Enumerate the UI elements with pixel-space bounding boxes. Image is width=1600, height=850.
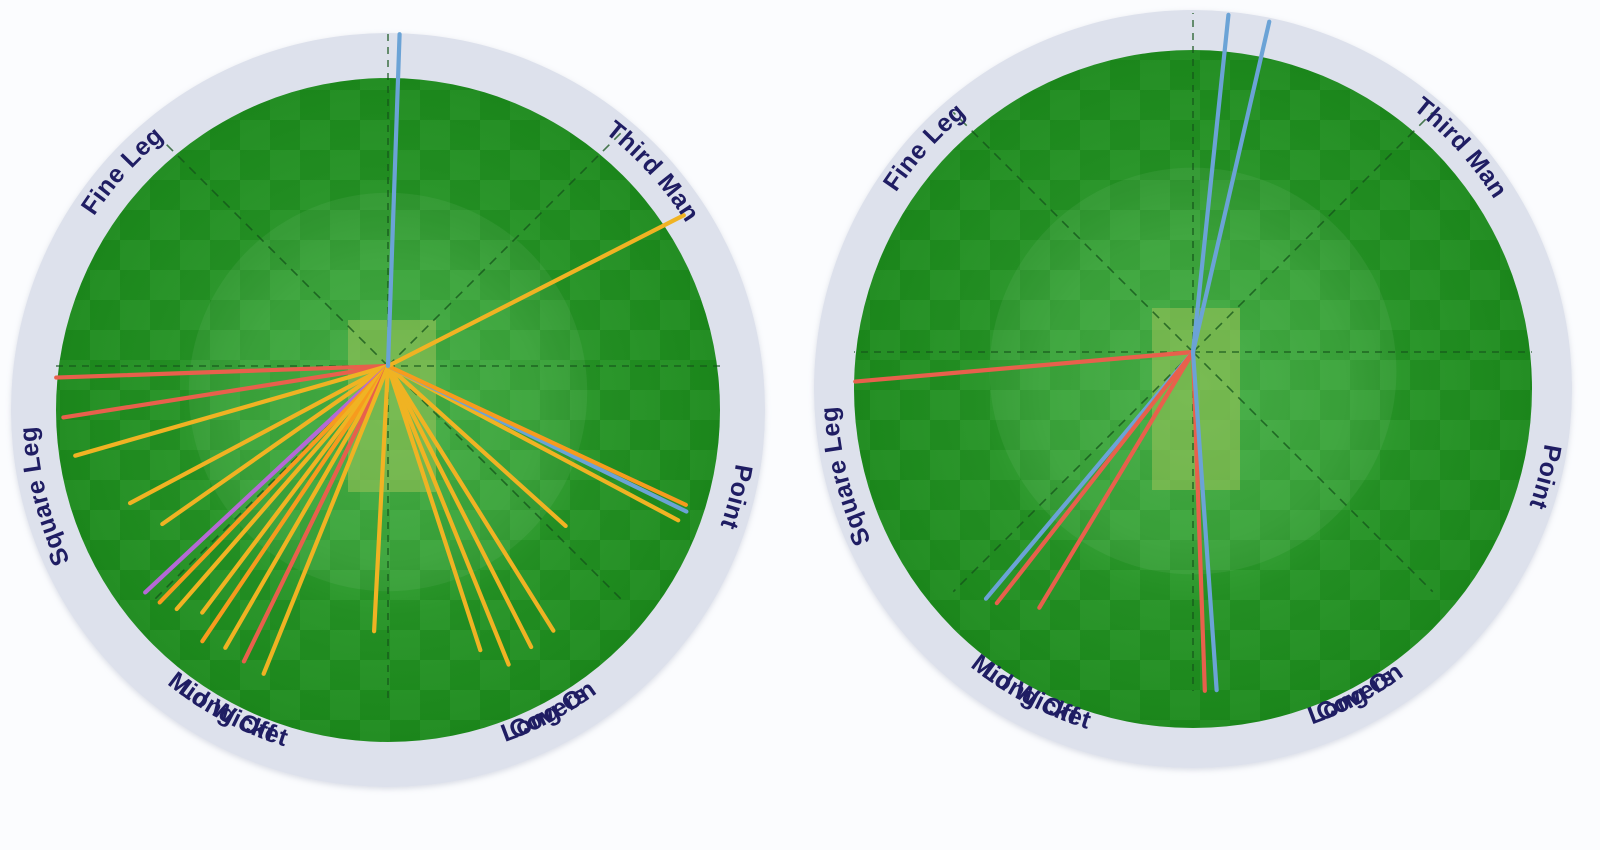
shot-line-left-1[interactable] (61, 363, 391, 420)
shot-line-left-5[interactable] (143, 363, 391, 595)
shot-line-left-0[interactable] (54, 363, 391, 380)
wagon-wheel-right (814, 10, 1572, 768)
shot-line-left-10[interactable] (223, 363, 391, 650)
shot-line-left-13[interactable] (371, 363, 391, 634)
shot-line-right-5[interactable] (1190, 349, 1219, 693)
shot-line-left-12[interactable] (261, 363, 391, 676)
sector-divider-right-7 (952, 111, 1194, 353)
sector-divider-right-3 (1192, 351, 1434, 593)
shot-line-left-21[interactable] (385, 363, 688, 508)
sector-divider-left-7 (152, 130, 389, 367)
shot-line-left-8[interactable] (200, 363, 391, 615)
shot-line-left-3[interactable] (127, 363, 391, 506)
shot-line-right-7[interactable] (1190, 19, 1272, 355)
shot-line-left-2[interactable] (73, 363, 391, 458)
sector-divider-right-5 (952, 351, 1194, 593)
shot-line-right-3[interactable] (1037, 349, 1196, 610)
shot-line-left-18[interactable] (385, 363, 568, 529)
shot-line-left-15[interactable] (385, 363, 511, 667)
sector-divider-left-1 (387, 130, 624, 367)
shot-line-left-17[interactable] (385, 363, 556, 633)
shot-line-left-7[interactable] (174, 363, 391, 612)
shot-line-left-16[interactable] (385, 363, 534, 650)
shot-line-left-14[interactable] (385, 363, 483, 653)
shot-line-right-6[interactable] (1190, 12, 1231, 355)
shot-line-left-22[interactable] (385, 213, 686, 369)
shot-line-left-11[interactable] (241, 363, 391, 664)
sector-divider-left-3 (387, 365, 624, 602)
shot-line-left-23[interactable] (385, 32, 402, 369)
sector-divider-right-1 (1192, 111, 1434, 353)
shot-line-left-6[interactable] (157, 363, 391, 605)
shot-line-left-9[interactable] (200, 363, 391, 644)
wagon-wheel-left (11, 32, 765, 787)
shot-line-right-2[interactable] (994, 349, 1196, 606)
shot-line-right-0[interactable] (853, 349, 1196, 384)
shot-line-left-4[interactable] (160, 363, 391, 527)
